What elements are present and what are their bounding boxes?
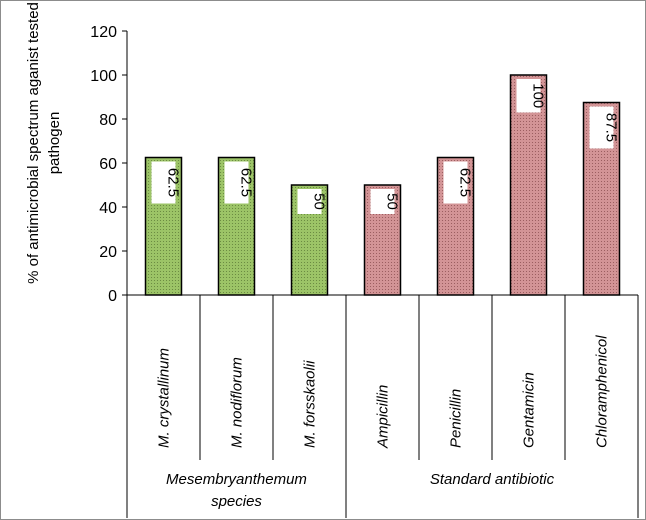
y-tick-label: 60 [99, 156, 117, 173]
data-label: 50 [311, 193, 328, 210]
y-tick-label: 40 [99, 200, 117, 217]
data-label-box [589, 106, 614, 149]
data-label-box [370, 189, 395, 214]
data-label-box [224, 161, 249, 204]
y-tick-label: 100 [90, 68, 117, 85]
y-tick-label: 0 [108, 288, 117, 305]
category-label: M. forsskaolii [302, 360, 319, 448]
data-label: 62.5 [165, 168, 182, 197]
data-label-box [443, 161, 468, 204]
group-label: Mesembryanthemum [166, 471, 307, 488]
data-label: 62.5 [238, 168, 255, 197]
y-tick-label: 20 [99, 244, 117, 261]
group-label: Standard antibiotic [430, 471, 555, 488]
data-label: 62.5 [457, 168, 474, 197]
data-label: 87.5 [603, 113, 620, 142]
data-label-box [297, 189, 322, 214]
data-label-box [151, 161, 176, 204]
group-label: species [211, 493, 262, 510]
y-tick-label: 80 [99, 112, 117, 129]
category-label: Penicillin [448, 389, 465, 448]
data-label: 100 [530, 83, 547, 108]
data-label: 50 [384, 193, 401, 210]
category-label: Gentamicin [521, 372, 538, 448]
category-label: Ampicillin [375, 385, 392, 449]
category-label: M. crystallinum [156, 348, 173, 448]
y-axis-label: % of antimicrobial spectrum aganist test… [25, 2, 63, 284]
data-label-box [516, 79, 541, 113]
category-label: M. nodiflorum [229, 357, 246, 448]
y-tick-label: 120 [90, 24, 117, 41]
category-label: Chloramphenicol [594, 335, 611, 448]
